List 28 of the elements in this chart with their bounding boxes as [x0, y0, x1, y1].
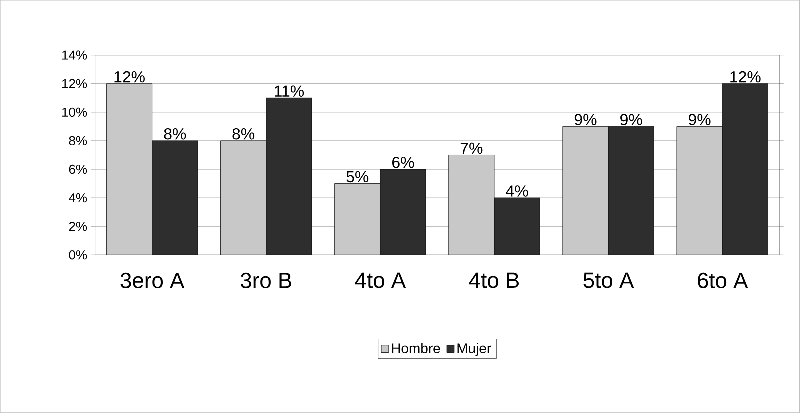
data-label: 9% — [574, 114, 597, 126]
y-tick-label: 10% — [62, 108, 88, 117]
legend-label: Hombre — [392, 343, 440, 354]
y-tick-label: 14% — [62, 50, 88, 60]
x-tick-label: 6to A — [698, 272, 748, 288]
y-tick-label: 12% — [62, 79, 88, 88]
data-label: 12% — [114, 71, 145, 82]
data-label: 8% — [232, 128, 255, 140]
x-tick-label: 5to A — [584, 272, 634, 288]
data-label: 4% — [506, 185, 528, 197]
y-tick-label: 2% — [69, 222, 88, 231]
x-tick-label: 3ro B — [240, 272, 292, 288]
x-tick-label: 4to B — [469, 272, 519, 288]
data-label: 6% — [392, 156, 414, 168]
x-tick-label: 3ero A — [120, 272, 185, 288]
y-tick-label: 6% — [69, 164, 88, 174]
data-label: 9% — [688, 114, 711, 126]
y-tick-label: 4% — [69, 193, 88, 202]
y-tick-label: 8% — [69, 136, 88, 146]
data-label: 12% — [730, 71, 761, 82]
y-tick-label: 0% — [69, 250, 88, 260]
data-label: 9% — [620, 114, 642, 126]
data-label: 8% — [164, 128, 186, 140]
data-label: 11% — [275, 86, 304, 97]
data-label: 5% — [346, 171, 369, 182]
x-tick-label: 4to A — [355, 272, 406, 288]
data-label: 7% — [460, 142, 483, 154]
legend-label: Mujer — [458, 343, 492, 356]
